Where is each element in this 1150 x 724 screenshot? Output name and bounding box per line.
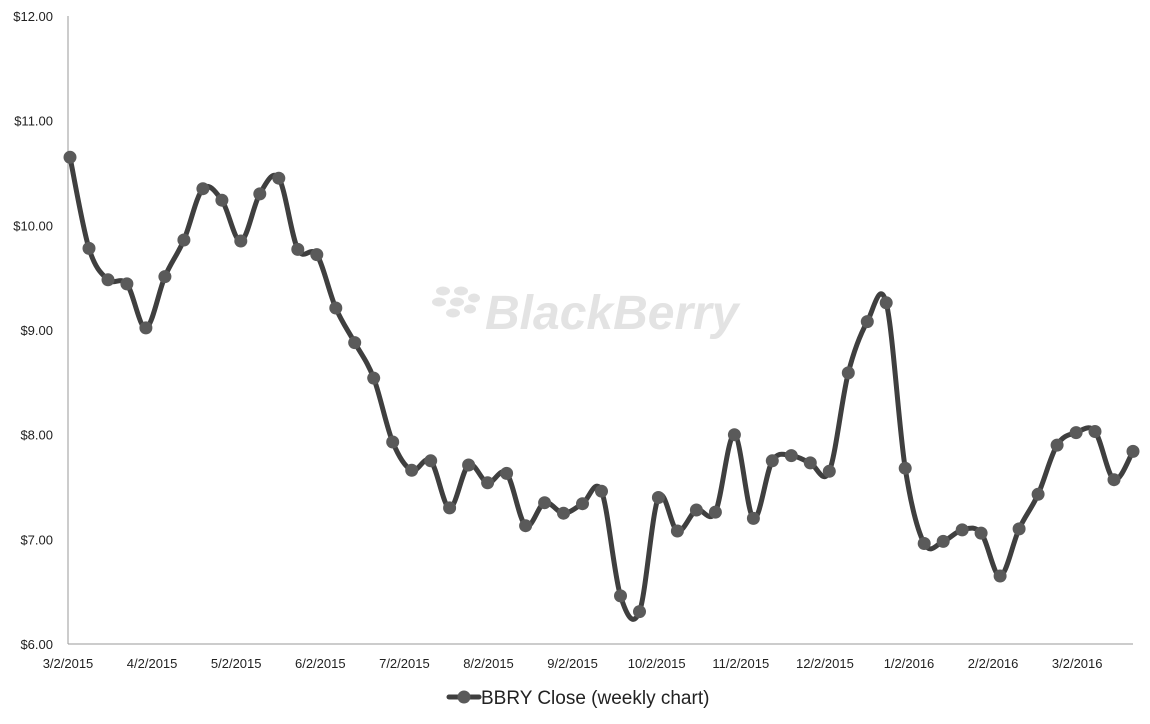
data-point	[82, 241, 96, 255]
data-point	[689, 503, 703, 517]
series-points	[63, 150, 1140, 619]
data-point	[310, 248, 324, 262]
data-point	[917, 537, 931, 550]
data-point	[462, 458, 476, 472]
data-point	[614, 589, 627, 603]
series-lines	[67, 154, 1136, 622]
data-point	[1012, 522, 1026, 536]
data-point	[177, 233, 191, 247]
axes	[67, 16, 1133, 645]
x-tick-label: 10/2/2015	[628, 656, 686, 671]
data-point	[234, 234, 248, 248]
x-tick-label: 3/2/2016	[1052, 656, 1103, 671]
data-point	[879, 296, 893, 310]
data-point	[936, 534, 950, 548]
data-point	[120, 277, 134, 291]
x-tick-label: 9/2/2015	[547, 656, 598, 671]
data-point	[272, 171, 286, 185]
data-point	[367, 371, 381, 385]
legend-label: BBRY Close (weekly chart)	[481, 688, 709, 709]
data-point	[519, 519, 533, 533]
x-tick-label: 1/2/2016	[884, 656, 935, 671]
data-point	[860, 315, 874, 329]
data-point	[746, 511, 760, 525]
watermark-text: BlackBerry	[485, 287, 741, 340]
x-tick-label: 2/2/2016	[968, 656, 1019, 671]
data-point	[803, 456, 817, 470]
y-tick-label: $8.00	[20, 428, 53, 443]
data-point	[329, 301, 343, 315]
data-point	[955, 523, 969, 537]
data-point	[101, 273, 115, 287]
data-point	[424, 454, 438, 468]
blackberry-logo-icon	[432, 286, 480, 318]
data-point	[158, 270, 172, 284]
data-point	[386, 435, 400, 449]
data-point	[291, 242, 305, 256]
data-point	[651, 491, 665, 504]
y-tick-label: $7.00	[20, 532, 53, 547]
data-point	[1126, 444, 1140, 458]
y-tick-label: $12.00	[13, 9, 53, 24]
data-point	[348, 336, 362, 350]
y-tick-label: $10.00	[13, 218, 53, 233]
data-point	[576, 497, 589, 511]
data-point	[898, 461, 912, 475]
data-point	[822, 464, 836, 478]
data-point	[1069, 426, 1083, 440]
data-point	[63, 150, 77, 164]
series-line	[67, 154, 1136, 622]
data-point	[405, 463, 419, 477]
x-tick-label: 12/2/2015	[796, 656, 854, 671]
x-axis-tick-labels: 3/2/2015 4/2/2015 5/2/2015 6/2/2015 7/2/2015…	[43, 656, 1103, 671]
x-tick-label: 8/2/2015	[463, 656, 514, 671]
data-point	[1031, 487, 1045, 501]
x-tick-label: 11/2/2015	[712, 656, 769, 671]
data-point	[196, 182, 210, 196]
data-point	[670, 524, 684, 538]
data-point	[500, 466, 514, 480]
data-point	[1050, 438, 1064, 452]
y-tick-label: $6.00	[20, 637, 53, 652]
data-point	[784, 449, 798, 463]
y-tick-label: $11.00	[14, 114, 53, 129]
data-point	[727, 428, 741, 442]
x-tick-label: 6/2/2015	[295, 656, 346, 671]
data-point	[708, 505, 722, 519]
x-tick-label: 7/2/2015	[379, 656, 430, 671]
x-tick-label: 3/2/2015	[43, 656, 94, 671]
data-point	[481, 476, 495, 490]
data-point	[765, 454, 779, 468]
data-point	[215, 193, 229, 207]
data-point	[633, 605, 646, 619]
x-tick-label: 5/2/2015	[211, 656, 262, 671]
data-point	[139, 321, 153, 335]
blackberry-watermark: BlackBerry	[432, 286, 741, 340]
data-point	[993, 569, 1007, 583]
y-tick-label: $9.00	[20, 323, 53, 338]
y-axis-tick-labels: $6.00 $7.00 $8.00 $9.00 $10.00 $11.00 $12.00	[13, 9, 53, 652]
data-point	[253, 187, 267, 201]
data-point	[841, 366, 855, 380]
data-point	[557, 506, 570, 520]
data-point	[595, 484, 608, 498]
data-point	[1107, 473, 1121, 487]
data-point	[974, 526, 988, 540]
data-point	[443, 501, 457, 515]
legend-marker	[457, 690, 471, 704]
data-point	[538, 496, 552, 510]
data-point	[1088, 425, 1102, 438]
legend: BBRY Close (weekly chart)	[446, 688, 709, 709]
x-tick-label: 4/2/2015	[127, 656, 178, 671]
